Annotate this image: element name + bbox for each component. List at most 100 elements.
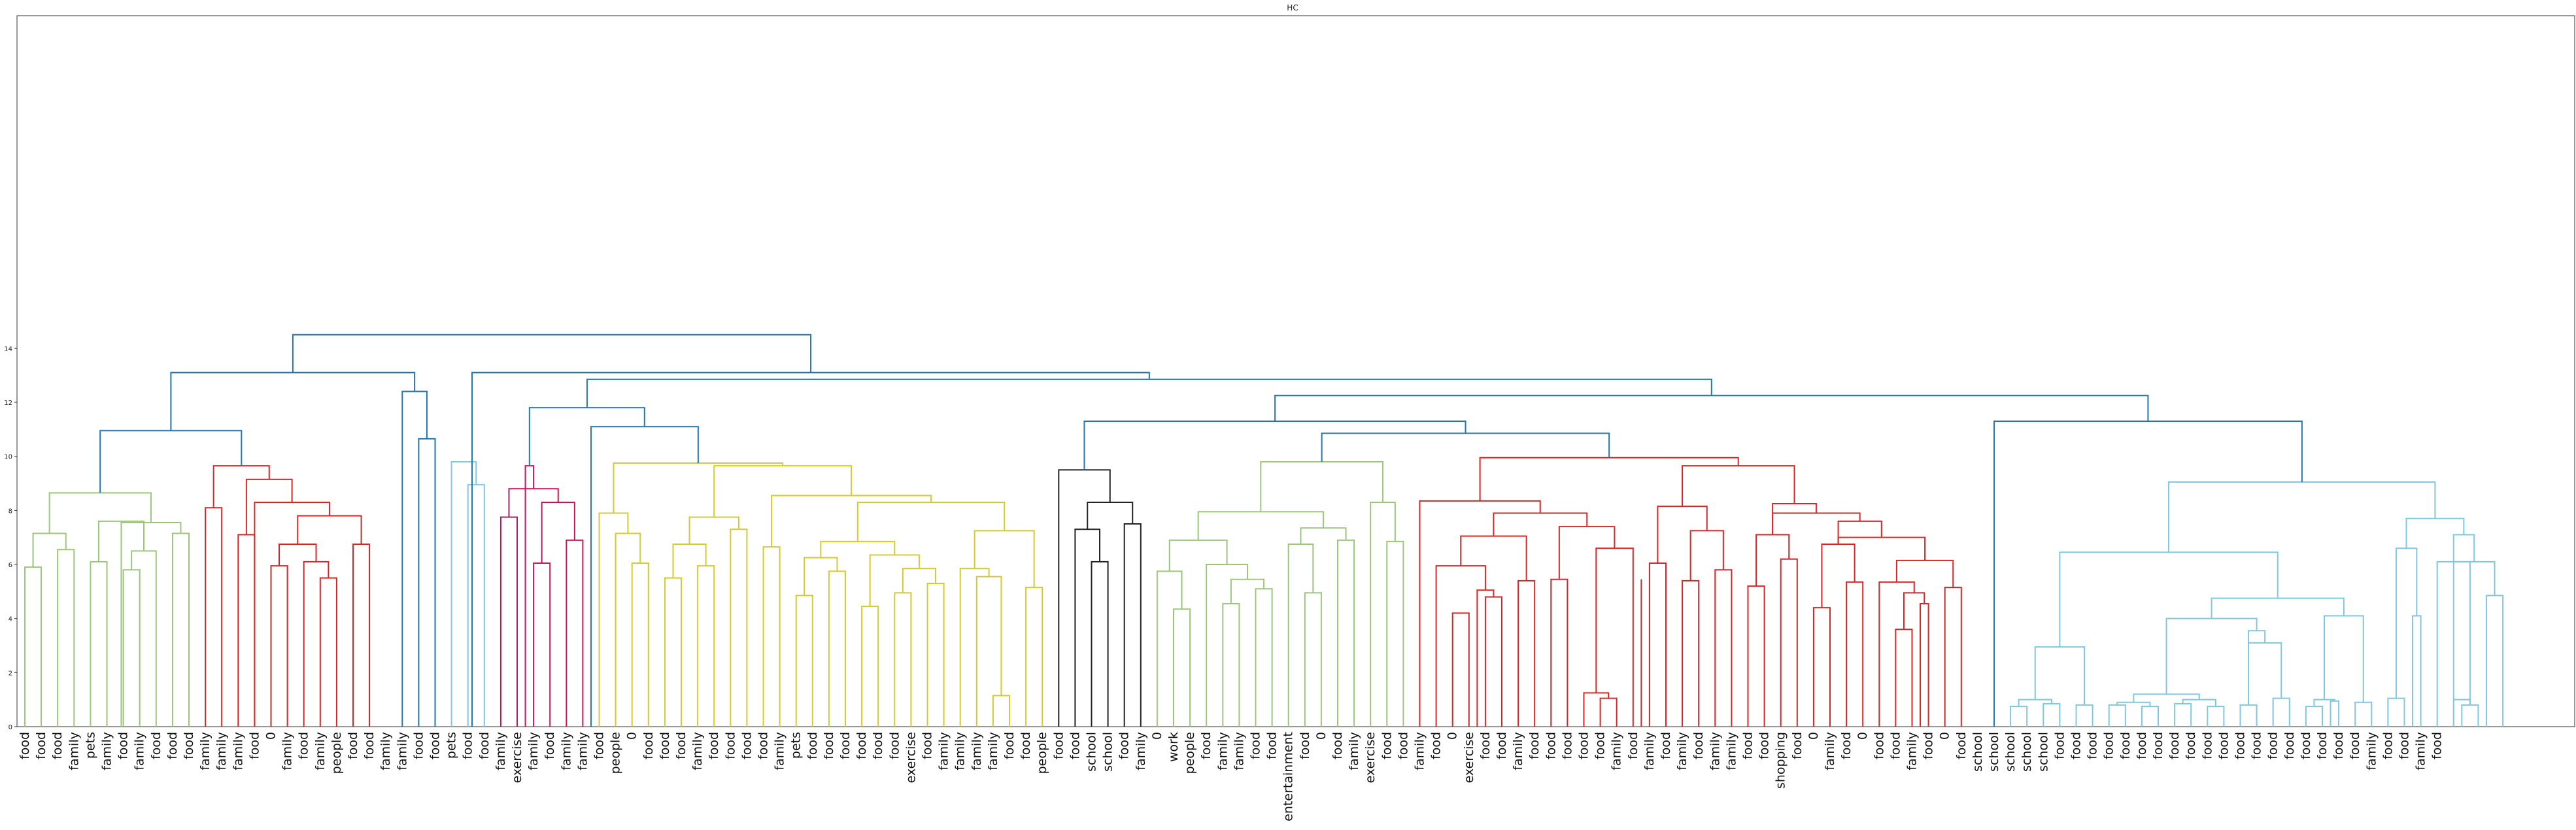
dendrogram-link bbox=[2239, 704, 2258, 727]
dendrogram-link bbox=[1197, 511, 1325, 540]
leaf-label: shopping bbox=[1774, 732, 1788, 789]
leaf-label: family bbox=[1232, 732, 1246, 770]
leaf-label: food bbox=[2250, 732, 2264, 759]
dendrogram-link bbox=[2182, 699, 2216, 706]
dendrogram-link bbox=[598, 512, 629, 727]
dendrogram-link bbox=[467, 484, 485, 727]
leaf-label: school bbox=[2036, 732, 2050, 772]
leaf-label: work bbox=[1166, 732, 1181, 762]
leaf-label: food bbox=[165, 732, 180, 759]
leaf-label: food bbox=[739, 732, 754, 759]
leaf-label: family bbox=[1724, 732, 1738, 770]
dendrogram-link bbox=[1123, 523, 1142, 727]
dendrogram-link bbox=[2452, 561, 2496, 727]
dendrogram-link bbox=[2010, 706, 2028, 727]
leaf-label: food bbox=[18, 732, 32, 759]
leaf-label: food bbox=[2151, 732, 2165, 759]
dendrogram-link bbox=[1222, 602, 1240, 727]
dendrogram-link bbox=[352, 544, 371, 727]
dendrogram-link bbox=[1689, 530, 1724, 581]
dendrogram-link bbox=[1156, 570, 1183, 727]
dendrogram-link bbox=[894, 592, 912, 727]
leaf-label: food bbox=[411, 732, 426, 759]
leaf-label: food bbox=[1199, 732, 1213, 759]
y-tick-label: 10 bbox=[4, 454, 12, 461]
dendrogram-link bbox=[1583, 692, 1610, 727]
leaf-label: food bbox=[1691, 732, 1706, 759]
dendrogram-link bbox=[1300, 527, 1347, 545]
dendrogram-link bbox=[1370, 501, 1396, 727]
dendrogram-link bbox=[48, 492, 152, 534]
leaf-label: food bbox=[461, 732, 475, 759]
dendrogram-link bbox=[171, 532, 190, 727]
leaf-label: food bbox=[346, 732, 360, 759]
chart-title: HC bbox=[1287, 3, 1298, 12]
dendrogram-link bbox=[1837, 536, 1926, 561]
leaf-label: food bbox=[1741, 732, 1755, 759]
dendrogram-link bbox=[1657, 506, 1708, 553]
leaf-label: family bbox=[1215, 732, 1230, 770]
leaf-label: exercise bbox=[904, 732, 918, 783]
dendrogram-link bbox=[713, 465, 853, 517]
dendrogram-link bbox=[2207, 706, 2225, 727]
leaf-label: food bbox=[1117, 732, 1132, 759]
dendrogram-link bbox=[2313, 699, 2335, 706]
dendrogram-link bbox=[1772, 512, 1861, 535]
leaf-label: food bbox=[116, 732, 131, 759]
dendrogram-link bbox=[613, 462, 784, 513]
dendrogram-link bbox=[2330, 700, 2340, 727]
leaf-label: food bbox=[756, 732, 771, 759]
y-tick-label: 0 bbox=[8, 724, 12, 731]
leaf-label: food bbox=[1330, 732, 1345, 759]
leaf-label: food bbox=[2315, 732, 2330, 759]
y-tick-label: 12 bbox=[4, 400, 12, 407]
leaf-label: food bbox=[477, 732, 492, 759]
leaf-label: food bbox=[1839, 732, 1854, 759]
leaf-label: food bbox=[428, 732, 443, 759]
dendrogram-link bbox=[1599, 697, 1618, 727]
dendrogram-link bbox=[270, 565, 288, 727]
leaf-label: family bbox=[575, 732, 590, 770]
dendrogram-link bbox=[1168, 539, 1228, 572]
leaf-label: food bbox=[1888, 732, 1903, 759]
leaf-label: family bbox=[379, 732, 393, 770]
leaf-label: people bbox=[609, 732, 623, 774]
dendrogram-link bbox=[57, 549, 75, 727]
y-tick-label: 2 bbox=[8, 670, 12, 677]
leaf-label: food bbox=[50, 732, 65, 759]
leaf-label: food bbox=[2069, 732, 2084, 759]
dendrogram-link bbox=[1260, 460, 1384, 512]
leaf-label: food bbox=[362, 732, 377, 759]
dendrogram-link bbox=[1993, 420, 2303, 727]
dendrogram-link bbox=[861, 606, 879, 727]
dendrogram-link bbox=[2461, 704, 2479, 727]
leaf-label: food bbox=[1429, 732, 1444, 759]
leaf-label: family bbox=[1511, 732, 1525, 770]
dendrogram-link bbox=[1682, 465, 1795, 507]
dendrogram-link bbox=[524, 465, 535, 727]
leaf-label: food bbox=[2184, 732, 2198, 759]
leaf-label: food bbox=[1051, 732, 1066, 759]
leaf-label: people bbox=[330, 732, 344, 774]
dendrogram-link bbox=[590, 426, 699, 727]
leaf-label: food bbox=[921, 732, 935, 759]
dendrogram-link bbox=[1451, 612, 1470, 727]
dendrogram-link bbox=[2412, 615, 2422, 727]
leaf-label: family bbox=[2364, 732, 2379, 770]
dendrogram-link bbox=[2018, 699, 2052, 706]
dendrogram-link bbox=[856, 501, 1006, 542]
leaf-label: food bbox=[2052, 732, 2067, 759]
dendrogram-link bbox=[2248, 642, 2282, 705]
dendrogram-link bbox=[795, 595, 813, 727]
dendrogram-link bbox=[1337, 539, 1355, 727]
dendrogram-link bbox=[97, 520, 144, 562]
dendrogram-link bbox=[1091, 561, 1109, 727]
dendrogram-link bbox=[1837, 520, 1882, 545]
leaf-labels: food food food family pets family food family fo… bbox=[18, 732, 2445, 821]
leaf-label: 0 bbox=[264, 732, 279, 740]
leaf-label: food bbox=[723, 732, 737, 759]
dendrogram-link bbox=[926, 582, 945, 727]
leaf-label: family bbox=[494, 732, 508, 770]
leaf-label: food bbox=[2266, 732, 2280, 759]
dendrogram-link bbox=[1386, 540, 1404, 727]
